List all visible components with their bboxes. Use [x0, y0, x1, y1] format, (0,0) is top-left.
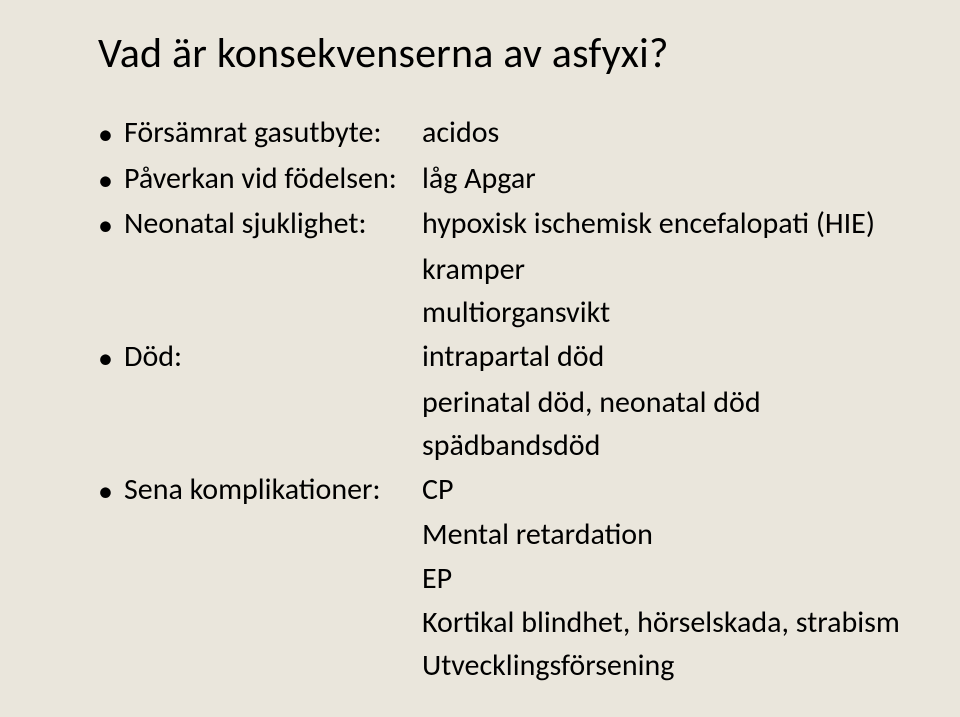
row5-sub4: Utvecklingsförsening [98, 646, 912, 686]
row4-label: Död: [124, 337, 422, 377]
slide-title: Vad är konsekvenserna av asfyxi? [98, 28, 912, 79]
row5-sub2: EP [98, 559, 912, 599]
row5-sub3-text: Kortikal blindhet, hörselskada, strabism [422, 603, 900, 643]
row4-sub2-text: spädbandsdöd [422, 426, 600, 466]
bullet-icon: • [98, 113, 124, 155]
bullet-row-4: • Död: intrapartal död [98, 337, 912, 379]
bullet-row-2: • Påverkan vid födelsen: låg Apgar [98, 159, 912, 201]
slide-body: • Försämrat gasutbyte: acidos • Påverkan… [98, 113, 912, 686]
bullet-row-5: • Sena komplikationer: CP [98, 470, 912, 512]
row5-sub2-text: EP [422, 559, 452, 599]
row1-value: acidos [422, 113, 912, 153]
row4-value: intrapartal död [422, 337, 912, 377]
row5-sub1-text: Mental retardation [422, 515, 653, 555]
row1-label: Försämrat gasutbyte: [124, 113, 422, 153]
row3-sub2: multiorgansvikt [98, 293, 912, 333]
row3-sub2-text: multiorgansvikt [422, 293, 610, 333]
bullet-row-1: • Försämrat gasutbyte: acidos [98, 113, 912, 155]
row4-sub1: perinatal död, neonatal död [98, 383, 912, 423]
row5-sub3: Kortikal blindhet, hörselskada, strabism [98, 603, 912, 643]
row3-sub1: kramper [98, 250, 912, 290]
bullet-icon: • [98, 337, 124, 379]
slide: Vad är konsekvenserna av asfyxi? • Försä… [0, 0, 960, 717]
bullet-icon: • [98, 204, 124, 246]
row3-label: Neonatal sjuklighet: [124, 204, 422, 244]
row5-value: CP [422, 470, 912, 510]
row4-sub1-text: perinatal död, neonatal död [422, 383, 761, 423]
row5-sub1: Mental retardation [98, 515, 912, 555]
row2-label: Påverkan vid födelsen: [124, 159, 422, 199]
row2-value: låg Apgar [422, 159, 912, 199]
row3-sub1-text: kramper [422, 250, 525, 290]
bullet-icon: • [98, 470, 124, 512]
row3-value: hypoxisk ischemisk encefalopati (HIE) [422, 204, 912, 244]
row5-sub4-text: Utvecklingsförsening [422, 646, 674, 686]
bullet-row-3: • Neonatal sjuklighet: hypoxisk ischemis… [98, 204, 912, 246]
row4-sub2: spädbandsdöd [98, 426, 912, 466]
row5-label: Sena komplikationer: [124, 470, 422, 510]
bullet-icon: • [98, 159, 124, 201]
